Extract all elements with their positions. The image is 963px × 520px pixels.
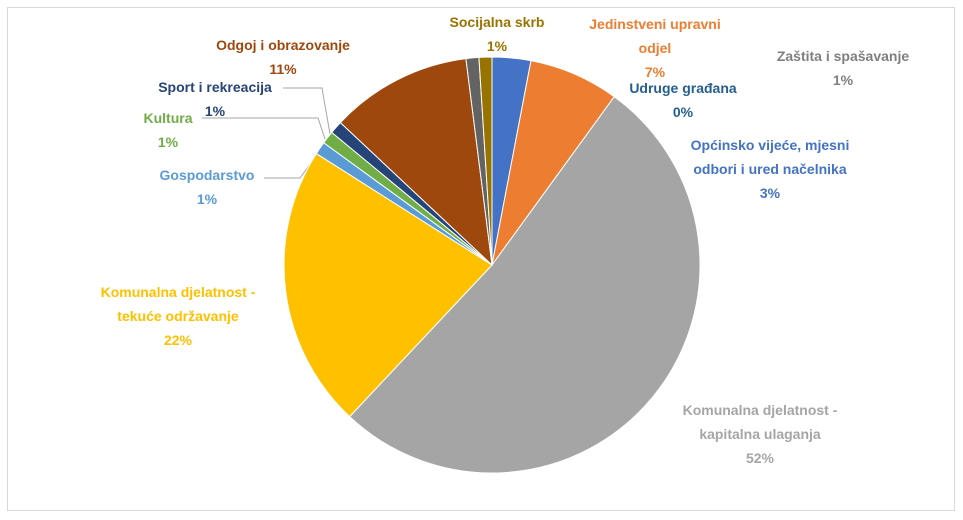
category-label: Sport i rekreacija bbox=[158, 79, 272, 95]
category-label: Komunalna djelatnost - tekuće održavanje bbox=[100, 284, 256, 324]
data-label: Komunalna djelatnost - tekuće održavanje… bbox=[83, 280, 273, 352]
pie-slice bbox=[348, 96, 701, 474]
data-label: Općinsko vijeće, mjesni odbori i ured na… bbox=[683, 133, 858, 205]
category-label: Općinsko vijeće, mjesni odbori i ured na… bbox=[690, 137, 850, 177]
data-label: Zaštita i spašavanje 1% bbox=[758, 44, 928, 92]
value-label: 22% bbox=[163, 332, 193, 348]
value-label: 1% bbox=[204, 103, 226, 119]
value-label: 7% bbox=[644, 64, 666, 80]
value-label: 1% bbox=[157, 134, 179, 150]
category-label: Komunalna djelatnost - kapitalna ulaganj… bbox=[682, 402, 838, 442]
data-label: Kultura 1% bbox=[128, 106, 208, 154]
value-label: 1% bbox=[486, 38, 508, 54]
category-label: Udruge građana bbox=[629, 80, 737, 96]
value-label: 0% bbox=[672, 104, 694, 120]
value-label: 52% bbox=[745, 450, 775, 466]
leader-line bbox=[283, 87, 331, 135]
pie-slice bbox=[339, 58, 493, 267]
data-label: Sport i rekreacija 1% bbox=[140, 75, 290, 123]
category-label: Zaštita i spašavanje bbox=[776, 48, 910, 64]
data-label: Socijalna skrb 1% bbox=[432, 10, 562, 58]
value-label: 3% bbox=[759, 185, 781, 201]
data-label: Jedinstveni upravni odjel 7% bbox=[580, 12, 730, 84]
data-label: Udruge građana 0% bbox=[613, 76, 753, 124]
value-label: 11% bbox=[269, 61, 297, 77]
value-label: 1% bbox=[196, 191, 218, 207]
leader-line bbox=[202, 117, 326, 140]
value-label: 1% bbox=[832, 72, 854, 88]
data-label: Odgoj i obrazovanje 11% bbox=[208, 33, 358, 81]
category-label: Jedinstveni upravni odjel bbox=[589, 16, 721, 56]
pie-slice bbox=[283, 152, 493, 418]
category-label: Kultura bbox=[143, 110, 193, 126]
data-label: Komunalna djelatnost - kapitalna ulaganj… bbox=[665, 398, 855, 470]
category-label: Odgoj i obrazovanje bbox=[216, 37, 350, 53]
category-label: Gospodarstvo bbox=[159, 167, 255, 183]
category-label: Socijalna skrb bbox=[449, 14, 545, 30]
data-label: Gospodarstvo 1% bbox=[137, 163, 277, 211]
